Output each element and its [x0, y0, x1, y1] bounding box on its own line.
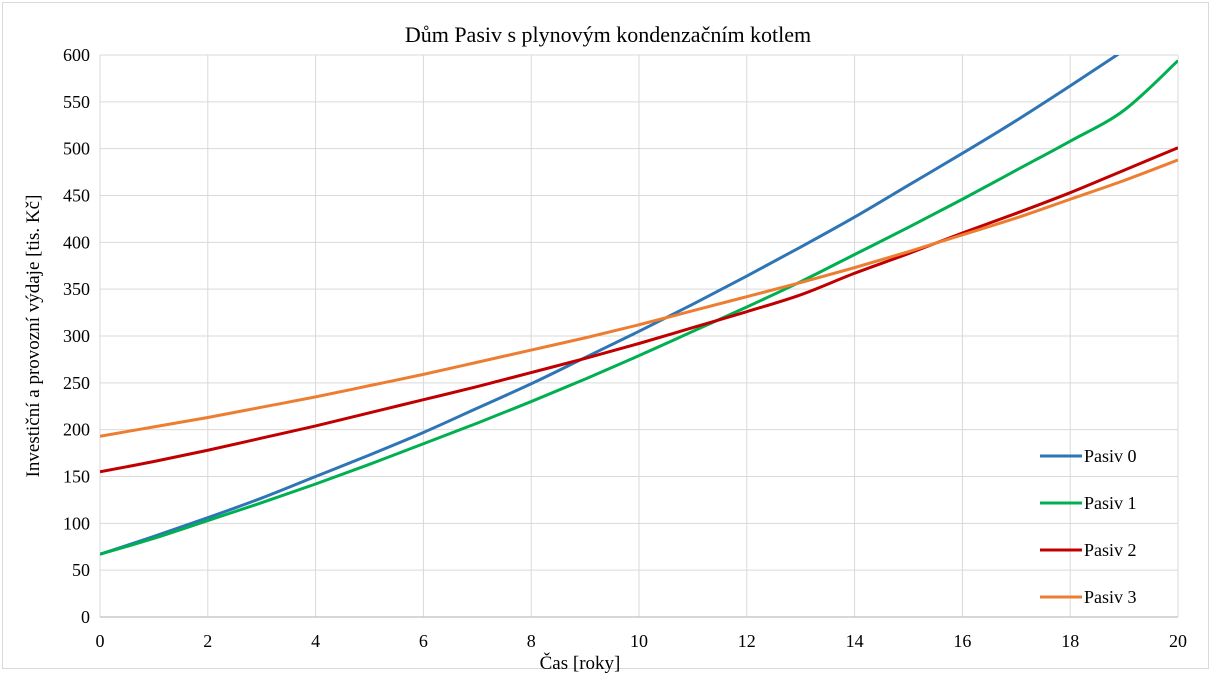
series-line-pasiv-1 [100, 59, 1178, 556]
x-tick-label: 20 [1169, 631, 1187, 651]
legend-label: Pasiv 0 [1084, 446, 1137, 466]
legend-label: Pasiv 2 [1084, 540, 1137, 560]
x-tick-label: 18 [1061, 631, 1079, 651]
y-tick-label: 350 [63, 279, 90, 299]
legend-entry: Pasiv 1 [1040, 493, 1137, 513]
series-layer [100, 55, 1178, 556]
y-tick-label: 100 [63, 513, 90, 533]
axis-layer: 0 50 100 150 200 250 300 350 400 450 500 550 600 0 2 4 6… [63, 45, 1187, 651]
x-axis-label: Čas [roky] [540, 652, 621, 673]
x-tick-label: 14 [846, 631, 864, 651]
x-tick-label: 16 [953, 631, 971, 651]
x-tick-label: 4 [311, 631, 320, 651]
y-tick-label: 400 [63, 232, 90, 252]
series-line-pasiv-3 [100, 158, 1178, 438]
y-tick-label: 550 [63, 92, 90, 112]
x-tick-label: 12 [738, 631, 756, 651]
y-tick-label: 250 [63, 373, 90, 393]
y-axis-label: Investiční a provozní výdaje [tis. Kč] [23, 195, 44, 478]
x-tick-label: 0 [96, 631, 105, 651]
y-tick-label: 50 [72, 560, 90, 580]
y-tick-label: 200 [63, 420, 90, 440]
legend: Pasiv 0 Pasiv 1 Pasiv 2 Pasiv 3 [1040, 446, 1137, 607]
legend-entry: Pasiv 0 [1040, 446, 1137, 466]
series-line-pasiv-2 [100, 146, 1178, 474]
legend-entry: Pasiv 2 [1040, 540, 1137, 560]
y-tick-label: 500 [63, 139, 90, 159]
x-tick-label: 10 [630, 631, 648, 651]
x-tick-label: 2 [203, 631, 212, 651]
legend-label: Pasiv 1 [1084, 493, 1137, 513]
legend-entry: Pasiv 3 [1040, 587, 1137, 607]
x-tick-label: 6 [419, 631, 428, 651]
y-tick-label: 600 [63, 45, 90, 65]
legend-label: Pasiv 3 [1084, 587, 1137, 607]
series-line-pasiv-0 [100, 55, 1120, 556]
y-tick-label: 300 [63, 326, 90, 346]
chart-title: Dům Pasiv s plynovým kondenzačním kotlem [405, 22, 811, 47]
x-tick-label: 8 [527, 631, 536, 651]
y-tick-label: 450 [63, 186, 90, 206]
grid-layer [99, 54, 1179, 617]
y-tick-label: 150 [63, 467, 90, 487]
y-tick-label: 0 [81, 607, 90, 627]
